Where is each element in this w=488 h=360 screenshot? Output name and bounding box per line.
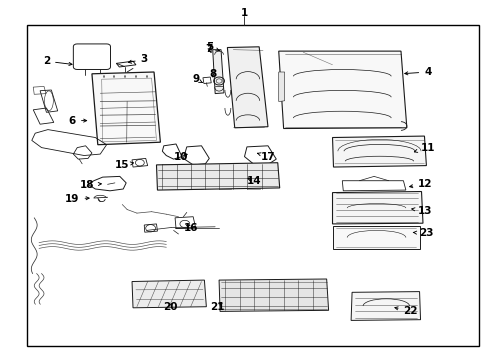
Text: 5: 5 <box>206 42 219 52</box>
Text: 8: 8 <box>209 69 216 79</box>
Polygon shape <box>332 136 426 167</box>
Text: 3: 3 <box>128 54 147 64</box>
Polygon shape <box>219 164 231 189</box>
Polygon shape <box>278 51 406 129</box>
Text: 16: 16 <box>183 222 198 233</box>
Text: 6: 6 <box>69 116 86 126</box>
Polygon shape <box>156 163 279 190</box>
Text: 2: 2 <box>43 56 72 66</box>
Text: 1: 1 <box>241 8 247 18</box>
Polygon shape <box>350 292 420 320</box>
Text: 12: 12 <box>409 179 432 189</box>
Text: 22: 22 <box>394 306 417 316</box>
FancyBboxPatch shape <box>73 44 110 69</box>
Text: 11: 11 <box>413 143 434 153</box>
Polygon shape <box>132 280 206 308</box>
Polygon shape <box>212 50 224 94</box>
Text: 21: 21 <box>210 302 224 312</box>
Polygon shape <box>332 226 419 249</box>
Text: 10: 10 <box>173 152 188 162</box>
Text: 15: 15 <box>115 160 133 170</box>
Text: 20: 20 <box>163 302 177 312</box>
Polygon shape <box>219 279 328 311</box>
Text: 14: 14 <box>246 176 261 186</box>
Polygon shape <box>247 164 259 189</box>
Polygon shape <box>190 164 203 189</box>
Text: 9: 9 <box>192 74 202 84</box>
Polygon shape <box>278 72 284 102</box>
Polygon shape <box>227 47 267 128</box>
Bar <box>27 25 478 346</box>
Polygon shape <box>162 164 174 189</box>
Text: 18: 18 <box>80 180 101 190</box>
Text: 13: 13 <box>411 206 432 216</box>
Polygon shape <box>92 72 160 145</box>
Text: 23: 23 <box>412 228 433 238</box>
Text: 19: 19 <box>65 194 89 204</box>
Polygon shape <box>332 192 422 224</box>
Text: 7: 7 <box>205 44 213 54</box>
Text: 4: 4 <box>404 67 431 77</box>
Text: 17: 17 <box>257 152 275 162</box>
